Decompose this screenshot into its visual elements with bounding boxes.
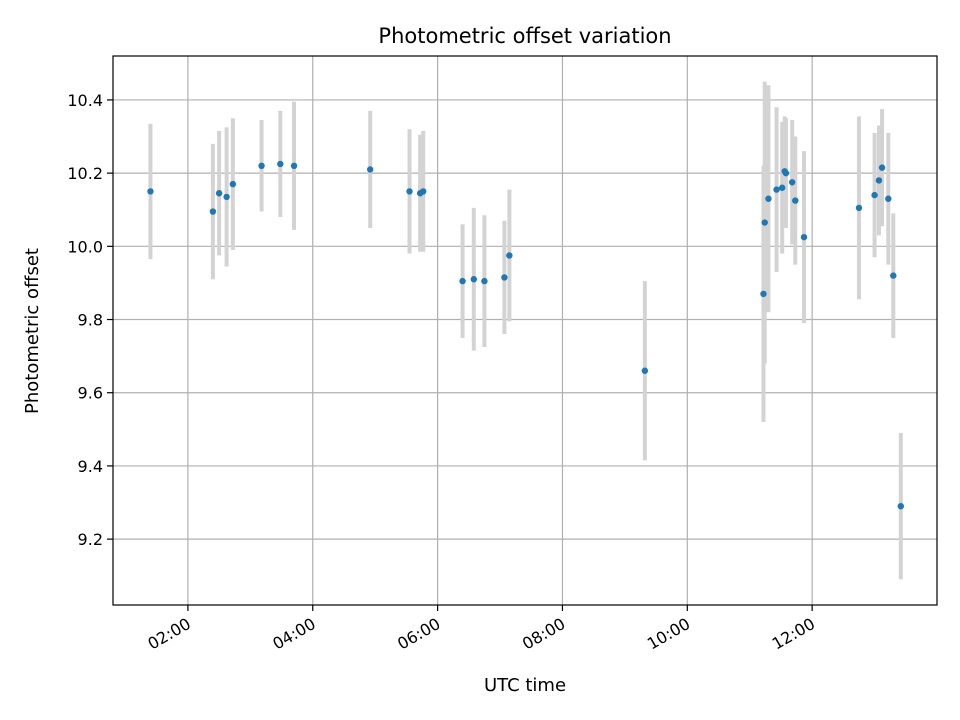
- data-point: [459, 277, 466, 285]
- data-point: [778, 184, 786, 191]
- data-point: [406, 188, 413, 195]
- data-point: [871, 191, 878, 199]
- data-point: [277, 160, 284, 168]
- data-point: [223, 193, 230, 201]
- chart-title: Photometric offset variation: [378, 24, 671, 48]
- y-tick-label: 9.2: [78, 530, 103, 549]
- data-point: [788, 179, 796, 186]
- data-point: [209, 208, 217, 215]
- data-point: [765, 195, 772, 202]
- data-point: [229, 180, 237, 188]
- data-point: [420, 188, 427, 195]
- y-tick-label: 9.8: [78, 311, 103, 330]
- data-point: [506, 252, 513, 259]
- y-tick-label: 10.4: [67, 91, 103, 110]
- data-point: [481, 277, 488, 285]
- data-point: [760, 290, 767, 298]
- data-point: [782, 169, 790, 177]
- data-point: [875, 177, 883, 184]
- data-point: [470, 276, 478, 283]
- data-point: [897, 502, 904, 510]
- y-tick-label: 10.0: [67, 237, 103, 256]
- data-point: [761, 219, 768, 226]
- data-point: [773, 186, 780, 193]
- y-tick-label: 9.4: [78, 457, 103, 476]
- data-point: [366, 166, 374, 173]
- data-point: [641, 367, 649, 374]
- data-point: [215, 190, 223, 197]
- data-point: [258, 162, 265, 169]
- grid-lines: [113, 56, 937, 605]
- data-point: [855, 204, 863, 212]
- data-points: [147, 160, 904, 510]
- data-point: [147, 188, 154, 195]
- data-point: [792, 197, 799, 204]
- data-point: [290, 162, 298, 169]
- data-point: [890, 272, 897, 279]
- x-axis-title: UTC time: [484, 675, 566, 696]
- y-axis-title: Photometric offset: [22, 248, 43, 414]
- y-tick-label: 9.6: [78, 384, 103, 403]
- y-tick-label: 10.2: [67, 164, 103, 183]
- data-point: [878, 164, 886, 171]
- plot-frame: [112, 55, 938, 606]
- data-point: [885, 195, 892, 202]
- data-point: [800, 233, 808, 241]
- data-point: [501, 274, 508, 281]
